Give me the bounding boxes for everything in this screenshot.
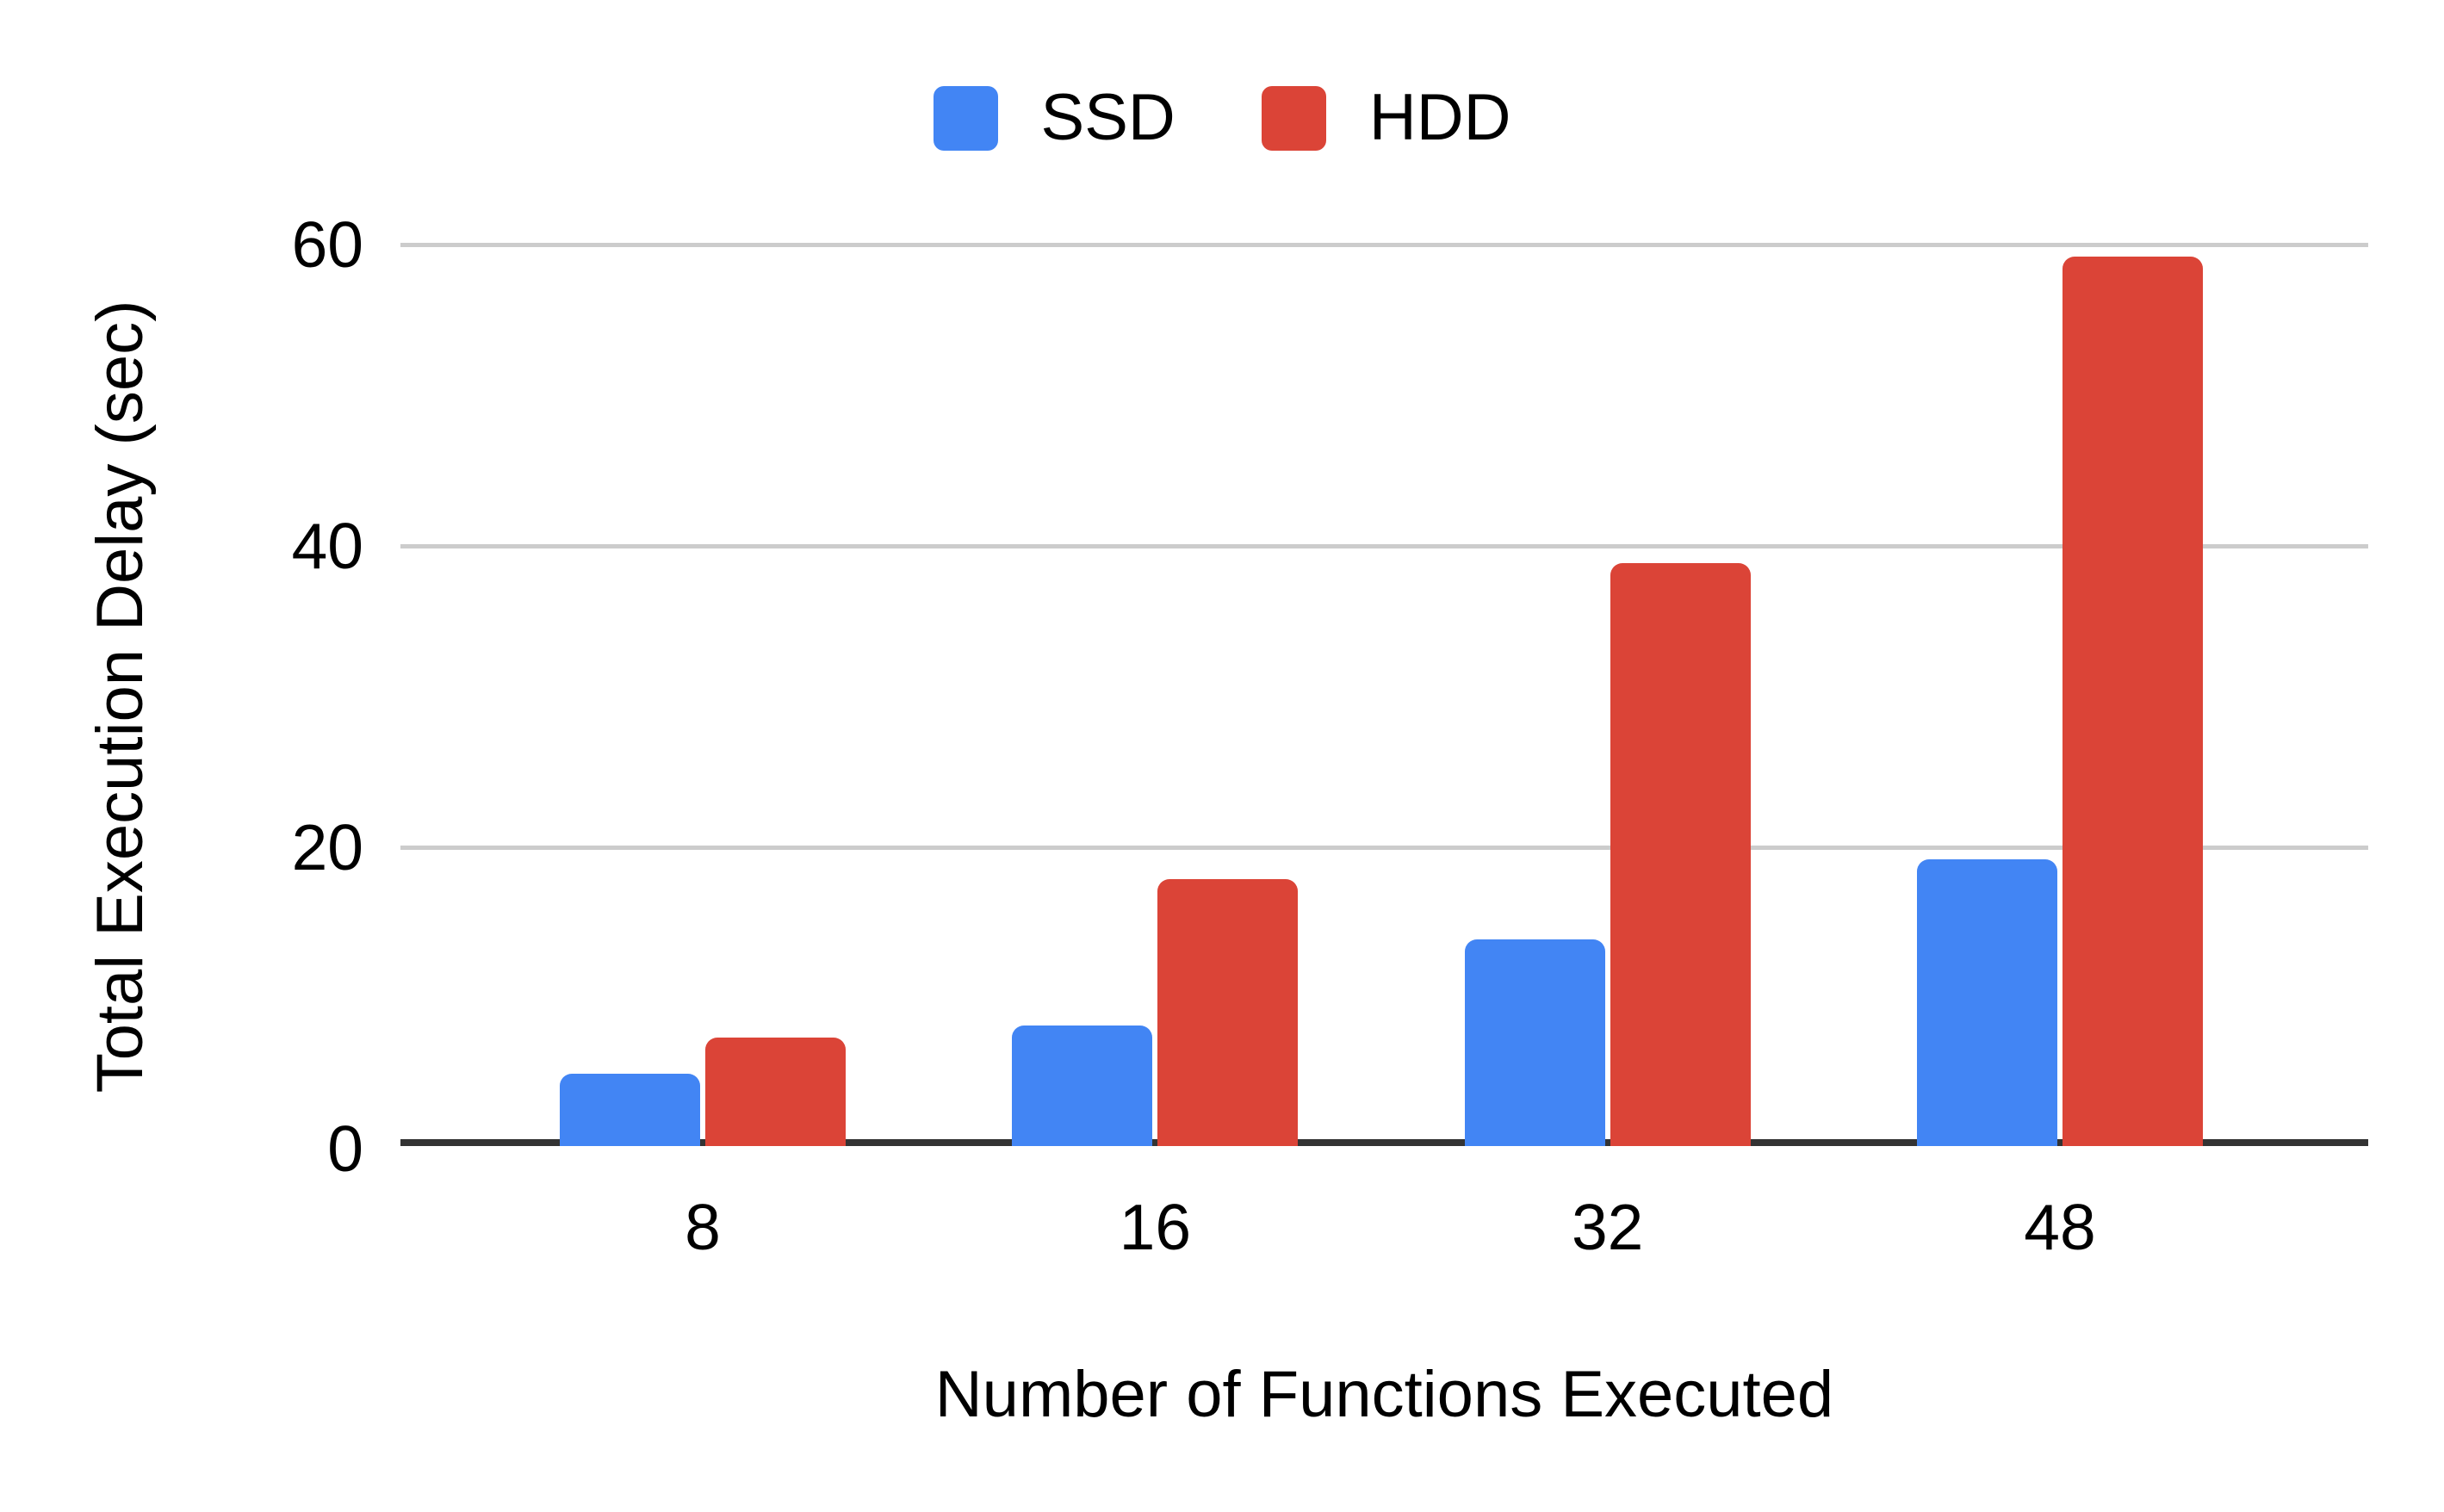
gridline-y-40 xyxy=(400,543,2368,548)
bar-hdd-48 xyxy=(2062,257,2203,1146)
gridline-y-60 xyxy=(400,242,2368,247)
bar-ssd-48 xyxy=(1916,859,2057,1146)
legend-item-ssd: SSD xyxy=(933,81,1175,154)
x-tick-label-32: 32 xyxy=(1571,1191,1644,1263)
bar-hdd-16 xyxy=(1157,879,1299,1146)
legend-item-hdd: HDD xyxy=(1261,81,1511,154)
legend-swatch-hdd xyxy=(1261,85,1326,151)
bar-hdd-8 xyxy=(705,1038,846,1146)
bar-ssd-8 xyxy=(560,1074,700,1146)
y-axis-title: Total Execution Delay (sec) xyxy=(84,300,157,1094)
bar-ssd-16 xyxy=(1012,1026,1153,1146)
x-tick-label-48: 48 xyxy=(2024,1191,2096,1263)
y-tick-label-40: 40 xyxy=(291,510,363,582)
x-axis-title: Number of Functions Executed xyxy=(934,1358,1834,1431)
bar-ssd-32 xyxy=(1464,939,1605,1146)
legend-label-hdd: HDD xyxy=(1368,81,1511,154)
y-tick-label-0: 0 xyxy=(327,1112,363,1185)
bar-hdd-32 xyxy=(1610,563,1751,1146)
legend-label-ssd: SSD xyxy=(1040,81,1175,154)
y-tick-label-20: 20 xyxy=(291,811,363,883)
x-tick-label-8: 8 xyxy=(685,1191,721,1263)
x-tick-label-16: 16 xyxy=(1119,1191,1192,1263)
y-tick-label-60: 60 xyxy=(291,208,363,281)
x-axis-line xyxy=(400,1139,2368,1146)
chart-legend: SSD HDD xyxy=(0,84,2444,152)
legend-swatch-ssd xyxy=(933,85,998,151)
gridline-y-20 xyxy=(400,845,2368,850)
